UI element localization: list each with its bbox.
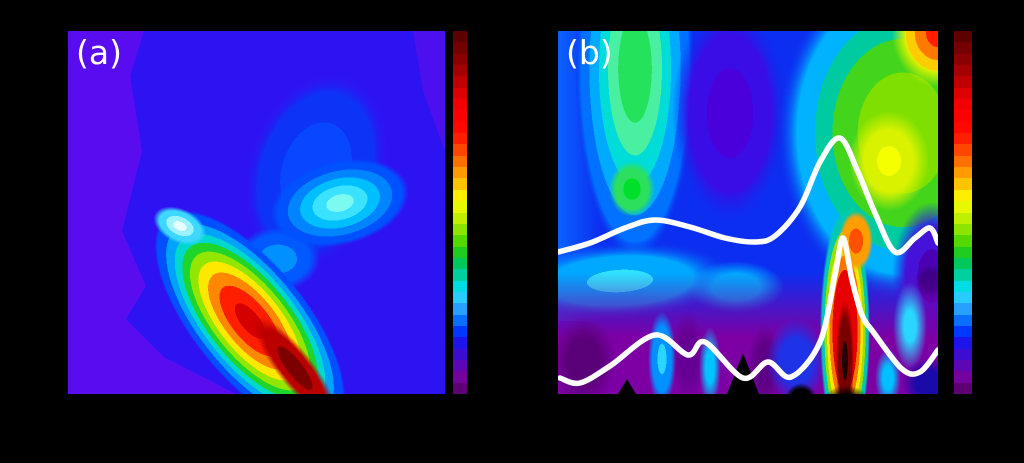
colorbar-step xyxy=(453,303,467,315)
colorbar-step xyxy=(453,144,467,156)
colorbar-step xyxy=(954,382,972,394)
colorbar-step xyxy=(453,257,467,270)
colorbar-step xyxy=(954,76,972,88)
colorbar-step xyxy=(453,133,467,145)
colorbar-step xyxy=(453,348,467,360)
panel-b-heatmap: (b) xyxy=(558,31,938,394)
colorbar-step xyxy=(954,53,972,66)
colorbar-step xyxy=(954,212,972,224)
colorbar-step xyxy=(954,121,972,134)
colorbar-step xyxy=(453,42,467,54)
colorbar-step xyxy=(453,178,467,190)
colorbar-a xyxy=(453,31,467,394)
colorbar-step xyxy=(954,87,972,100)
colorbar-step xyxy=(954,359,972,372)
colorbar-step xyxy=(954,303,972,315)
colorbar-step xyxy=(453,246,467,258)
colorbar-step xyxy=(954,348,972,360)
panel-a-heatmap: (a) xyxy=(68,31,445,394)
colorbar-step xyxy=(954,189,972,202)
colorbar-step xyxy=(453,65,467,77)
colorbar-step xyxy=(453,76,467,88)
colorbar-step xyxy=(954,291,972,304)
colorbar-step xyxy=(954,246,972,258)
colorbar-step xyxy=(954,99,972,111)
colorbar-step xyxy=(453,291,467,304)
colorbar-step xyxy=(954,178,972,190)
colorbar-step xyxy=(954,42,972,54)
colorbar-step xyxy=(954,201,972,213)
colorbar-step xyxy=(954,257,972,270)
colorbar-step xyxy=(954,325,972,338)
colorbar-step xyxy=(453,280,467,292)
colorbar-step xyxy=(954,65,972,77)
colorbar-step xyxy=(954,337,972,349)
colorbar-step xyxy=(453,167,467,179)
colorbar-step xyxy=(954,314,972,326)
colorbar-step xyxy=(453,325,467,338)
colorbar-step xyxy=(453,223,467,236)
colorbar-step xyxy=(453,235,467,247)
colorbar-step xyxy=(453,53,467,66)
colorbar-step xyxy=(453,212,467,224)
colorbar-step xyxy=(954,155,972,168)
colorbar-step xyxy=(954,144,972,156)
colorbar-step xyxy=(453,110,467,122)
colorbar-step xyxy=(954,110,972,122)
colorbar-step xyxy=(954,269,972,281)
colorbar-step xyxy=(453,371,467,383)
colorbar-b xyxy=(954,31,972,394)
colorbar-step xyxy=(453,269,467,281)
colorbar-step xyxy=(453,31,467,43)
panel-b-label: (b) xyxy=(566,33,613,72)
colorbar-step xyxy=(453,382,467,394)
colorbar-step xyxy=(453,201,467,213)
colorbar-step xyxy=(453,121,467,134)
panel-a-label: (a) xyxy=(76,33,122,72)
colorbar-step xyxy=(453,314,467,326)
colorbar-step xyxy=(954,223,972,236)
colorbar-step xyxy=(453,99,467,111)
colorbar-step xyxy=(954,371,972,383)
colorbar-step xyxy=(954,167,972,179)
colorbar-step xyxy=(453,189,467,202)
colorbar-step xyxy=(954,133,972,145)
colorbar-step xyxy=(954,235,972,247)
colorbar-step xyxy=(954,280,972,292)
colorbar-step xyxy=(453,155,467,168)
colorbar-step xyxy=(954,31,972,43)
colorbar-step xyxy=(453,359,467,372)
colorbar-step xyxy=(453,87,467,100)
colorbar-step xyxy=(453,337,467,349)
